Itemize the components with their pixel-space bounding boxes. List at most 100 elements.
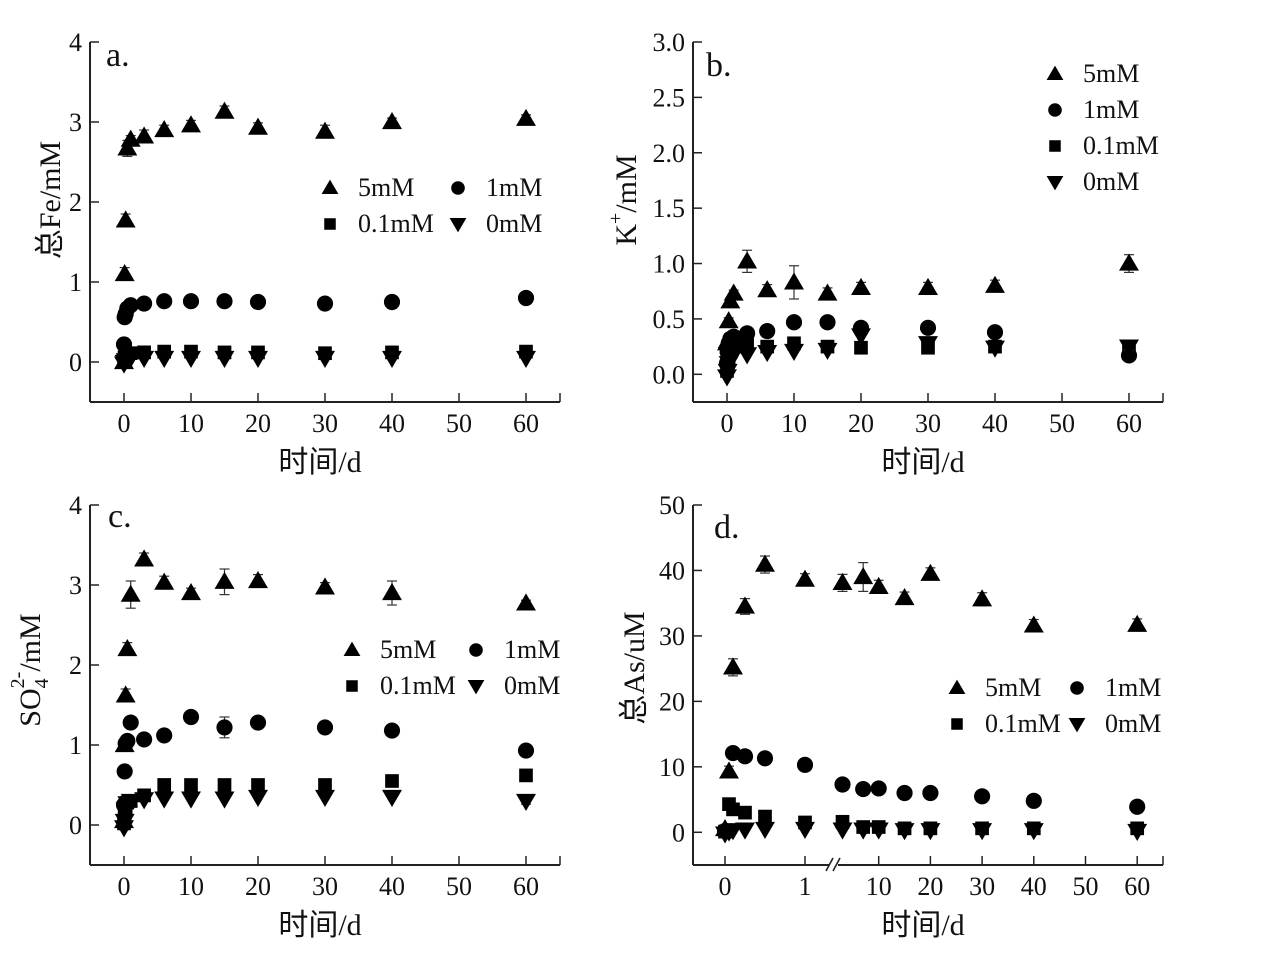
- data-point: [817, 342, 838, 360]
- y-axis-title: K+/mM: [605, 154, 643, 245]
- data-point: [735, 596, 755, 614]
- data-point: [918, 277, 938, 296]
- legend-label: 5mM: [380, 635, 436, 664]
- legend-label: 0.1mM: [985, 709, 1061, 738]
- y-tick-label: 0.0: [653, 360, 686, 389]
- axis-break-mark: [832, 857, 841, 872]
- data-point: [759, 323, 776, 340]
- x-tick-label: 10: [178, 872, 204, 901]
- legend-item: 0mM: [467, 671, 560, 700]
- x-tick-label: 1: [799, 872, 812, 901]
- data-point: [120, 350, 141, 368]
- data-point: [382, 350, 402, 368]
- legend: 5mM 1mM 0.1mM 0mM: [321, 173, 542, 238]
- data-point: [755, 821, 775, 839]
- data-point: [735, 822, 755, 840]
- legend-marker: [1046, 176, 1064, 191]
- data-point: [214, 571, 235, 589]
- data-point: [517, 742, 535, 759]
- data-point: [920, 563, 941, 581]
- data-point: [851, 277, 871, 296]
- data-point: [122, 714, 139, 731]
- y-tick-label: 50: [659, 491, 685, 520]
- data-point: [154, 120, 175, 138]
- x-tick-label: 10: [866, 872, 892, 901]
- data-point: [184, 778, 198, 792]
- data-point: [853, 822, 874, 840]
- data-point: [718, 311, 739, 329]
- legend-label: 0mM: [1083, 167, 1139, 196]
- legend-label: 0.1mM: [358, 209, 434, 238]
- legend-marker: [321, 179, 339, 194]
- y-axis-title-base: K: [610, 224, 643, 246]
- data-point: [986, 324, 1004, 341]
- data-point: [182, 708, 200, 726]
- data-point: [1127, 823, 1148, 841]
- data-point: [723, 657, 743, 675]
- legend-label: 0mM: [1105, 709, 1161, 738]
- y-tick-label: 3: [69, 571, 82, 600]
- x-axis-title: 时间/d: [278, 446, 361, 479]
- data-point: [134, 126, 155, 144]
- series-0mM: [717, 328, 1139, 387]
- data-point: [739, 325, 756, 342]
- x-axis-title: 时间/d: [278, 909, 361, 942]
- x-tick-label: 0: [721, 409, 734, 438]
- data-point: [316, 295, 334, 312]
- data-point: [383, 722, 401, 739]
- data-point: [717, 363, 738, 381]
- data-point: [738, 805, 752, 820]
- series-5mM: [114, 101, 536, 370]
- x-tick-label: 20: [245, 872, 271, 901]
- x-tick-label: 50: [446, 872, 472, 901]
- data-point: [784, 272, 804, 290]
- legend-item: 5mM: [948, 673, 1041, 702]
- data-point: [382, 112, 402, 130]
- data-point: [216, 293, 233, 310]
- data-point: [116, 763, 133, 780]
- legend-item: 5mM: [321, 173, 414, 202]
- legend-item: 0.1mM: [324, 209, 434, 238]
- data-point: [181, 791, 201, 809]
- data-point: [181, 583, 201, 601]
- legend-label: 1mM: [1083, 95, 1139, 124]
- data-point: [318, 778, 332, 792]
- x-tick-label: 30: [312, 872, 338, 901]
- y-tick-label: 1.0: [653, 250, 686, 279]
- legend-label: 5mM: [985, 673, 1041, 702]
- data-point: [214, 101, 235, 119]
- legend-marker: [1049, 140, 1061, 152]
- data-point: [974, 788, 991, 805]
- data-point: [1129, 798, 1146, 815]
- data-point: [516, 108, 536, 126]
- x-axis-title: 时间/d: [881, 446, 964, 479]
- legend-item: 0mM: [1068, 709, 1161, 738]
- legend-marker: [1048, 103, 1062, 117]
- data-point: [115, 210, 136, 228]
- panel-b: 0.0 0.5 1.0 1.5 2.0 2.5 3.0 0 10 20 30 40 50 60 时间/d K+…: [605, 28, 1164, 479]
- y-tick-label: 20: [659, 687, 685, 716]
- legend-item: 0mM: [449, 209, 542, 238]
- data-point: [122, 297, 139, 314]
- data-point: [719, 761, 739, 779]
- data-point: [134, 792, 155, 810]
- y-tick-label: 4: [69, 491, 82, 520]
- y-tick-label: 3: [69, 108, 82, 137]
- data-point: [214, 350, 235, 368]
- x-tick-label: 20: [245, 409, 271, 438]
- data-point: [519, 768, 533, 783]
- data-point: [855, 780, 872, 798]
- legend-marker: [346, 680, 358, 692]
- x-tick-label: 40: [379, 872, 405, 901]
- data-point: [156, 727, 173, 744]
- x-tick-label: 60: [513, 409, 539, 438]
- data-point: [896, 784, 913, 802]
- x-tick-label: 0: [118, 409, 131, 438]
- legend-marker: [951, 718, 963, 730]
- data-point: [755, 554, 775, 572]
- y-axis-title-unit: /mM: [14, 613, 47, 671]
- legend-marker: [467, 680, 485, 695]
